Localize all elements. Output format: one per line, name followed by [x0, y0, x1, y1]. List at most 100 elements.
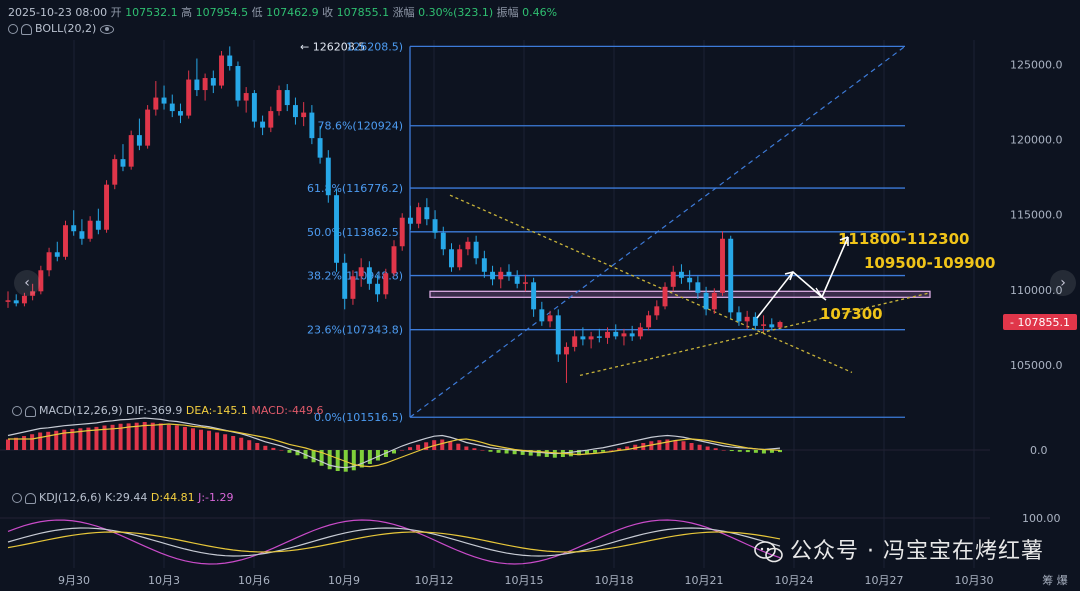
- candle-body: [432, 219, 438, 233]
- candle-body: [522, 282, 528, 284]
- diagonal-dashed-line: [409, 45, 906, 418]
- change-value: 0.30%(323.1): [418, 6, 494, 19]
- candle-body: [621, 333, 627, 337]
- candle-body: [317, 138, 323, 158]
- macd-histogram-bar: [94, 426, 99, 450]
- candle-body: [128, 135, 134, 167]
- low-value: 107462.9: [266, 6, 319, 19]
- macd-histogram-bar: [38, 432, 43, 450]
- candle-body: [596, 336, 602, 338]
- macd-histogram-bar: [472, 448, 477, 450]
- kdj-settings-icon[interactable]: [12, 493, 22, 503]
- macd-histogram-bar: [496, 450, 501, 453]
- macd-histogram-bar: [713, 448, 718, 450]
- macd-histogram-bar: [464, 446, 469, 450]
- candle-body: [186, 79, 192, 116]
- kdj-j: J:-1.29: [198, 491, 234, 504]
- candle-body: [613, 331, 619, 337]
- macd-histogram-bar: [456, 443, 461, 450]
- macd-histogram-bar: [512, 450, 517, 455]
- bell-icon[interactable]: [25, 405, 36, 417]
- boll-indicator[interactable]: BOLL(20,2): [8, 22, 115, 35]
- high-marker-label-2: 126208.5): [346, 40, 403, 53]
- price-tick-label: 120000.0: [1010, 134, 1063, 147]
- candle-body: [605, 331, 610, 338]
- scroll-right-button[interactable]: ›: [1050, 270, 1076, 296]
- macd-histogram-bar: [593, 450, 598, 453]
- candle-body: [71, 225, 77, 232]
- macd-settings-icon[interactable]: [12, 406, 22, 416]
- macd-histogram-bar: [14, 437, 19, 450]
- change-label: 涨幅: [392, 6, 415, 19]
- macd-histogram-bar: [408, 447, 413, 450]
- kdj-indicator[interactable]: KDJ(12,6,6) K:29.44 D:44.81 J:-1.29: [12, 491, 234, 504]
- candle-body: [539, 309, 545, 322]
- macd-histogram-bar: [689, 443, 694, 450]
- macd-histogram-bar: [46, 431, 51, 450]
- candle-body: [457, 249, 463, 268]
- date-tick-label: 10月12: [415, 574, 454, 587]
- macd-dif-line: [7, 417, 781, 469]
- date-tick-label: 10月6: [238, 574, 270, 587]
- macd-histogram-bar: [335, 450, 340, 471]
- macd-histogram-bar: [617, 448, 622, 450]
- macd-dea: DEA:-145.1: [185, 404, 248, 417]
- kdj-name: KDJ(12,6,6): [39, 491, 102, 504]
- candle-body: [720, 238, 725, 293]
- macd-histogram-bar: [528, 450, 533, 456]
- macd-histogram-bar: [359, 450, 364, 468]
- candle-body: [391, 246, 397, 274]
- indicator-settings-icon[interactable]: [8, 24, 18, 34]
- macd-histogram-bar: [327, 450, 332, 470]
- macd-histogram-bar: [440, 439, 445, 450]
- candle-body: [87, 220, 93, 239]
- macd-histogram-bar: [737, 450, 742, 452]
- candle-body: [46, 252, 52, 271]
- candle-body: [711, 292, 717, 310]
- chevron-right-icon: ›: [1060, 275, 1066, 291]
- macd-histogram-bar: [673, 440, 678, 450]
- macd-name: MACD(12,26,9): [39, 404, 123, 417]
- macd-histogram-bar: [769, 450, 774, 453]
- macd-histogram-bar: [271, 447, 276, 450]
- candle-body: [112, 159, 118, 185]
- candle-body: [13, 300, 19, 304]
- watermark: 公众号 · 冯宝宝在烤红薯: [754, 533, 1044, 565]
- bell-icon[interactable]: [21, 23, 32, 35]
- kdj-k: K:29.44: [105, 491, 148, 504]
- candle-body: [399, 217, 405, 247]
- candle-body: [325, 157, 331, 196]
- macd-histogram-bar: [134, 422, 139, 450]
- macd-histogram-bar: [520, 450, 525, 455]
- macd-histogram-bar: [601, 450, 606, 452]
- candle-body: [752, 316, 758, 326]
- bell-icon[interactable]: [25, 492, 36, 504]
- macd-histogram-bar: [223, 434, 228, 450]
- candle-body: [728, 238, 734, 313]
- macd-histogram-bar: [392, 450, 396, 454]
- candle-body: [334, 195, 339, 263]
- eye-icon[interactable]: [100, 24, 115, 34]
- candle-body: [761, 324, 767, 326]
- candle-body: [79, 231, 85, 239]
- date-tick-label: 9月30: [58, 574, 90, 587]
- candle-body: [629, 333, 635, 337]
- descending-trendline: [449, 194, 853, 374]
- candle-body: [260, 121, 266, 128]
- macd-histogram-bar: [721, 450, 726, 451]
- candle-body: [531, 282, 537, 310]
- candle-body: [178, 111, 183, 116]
- candle-body: [637, 327, 643, 337]
- macd-histogram-bar: [609, 450, 614, 451]
- candle-body: [473, 241, 479, 259]
- scroll-left-button[interactable]: ‹: [14, 270, 40, 296]
- macd-histogram-bar: [778, 450, 782, 453]
- candle-body: [555, 315, 561, 355]
- macd-indicator[interactable]: MACD(12,26,9) DIF:-369.9 DEA:-145.1 MACD…: [12, 404, 323, 417]
- candle-body: [646, 315, 652, 328]
- candle-body: [210, 78, 216, 86]
- open-label: 开: [110, 6, 122, 19]
- macd-histogram-bar: [247, 440, 252, 450]
